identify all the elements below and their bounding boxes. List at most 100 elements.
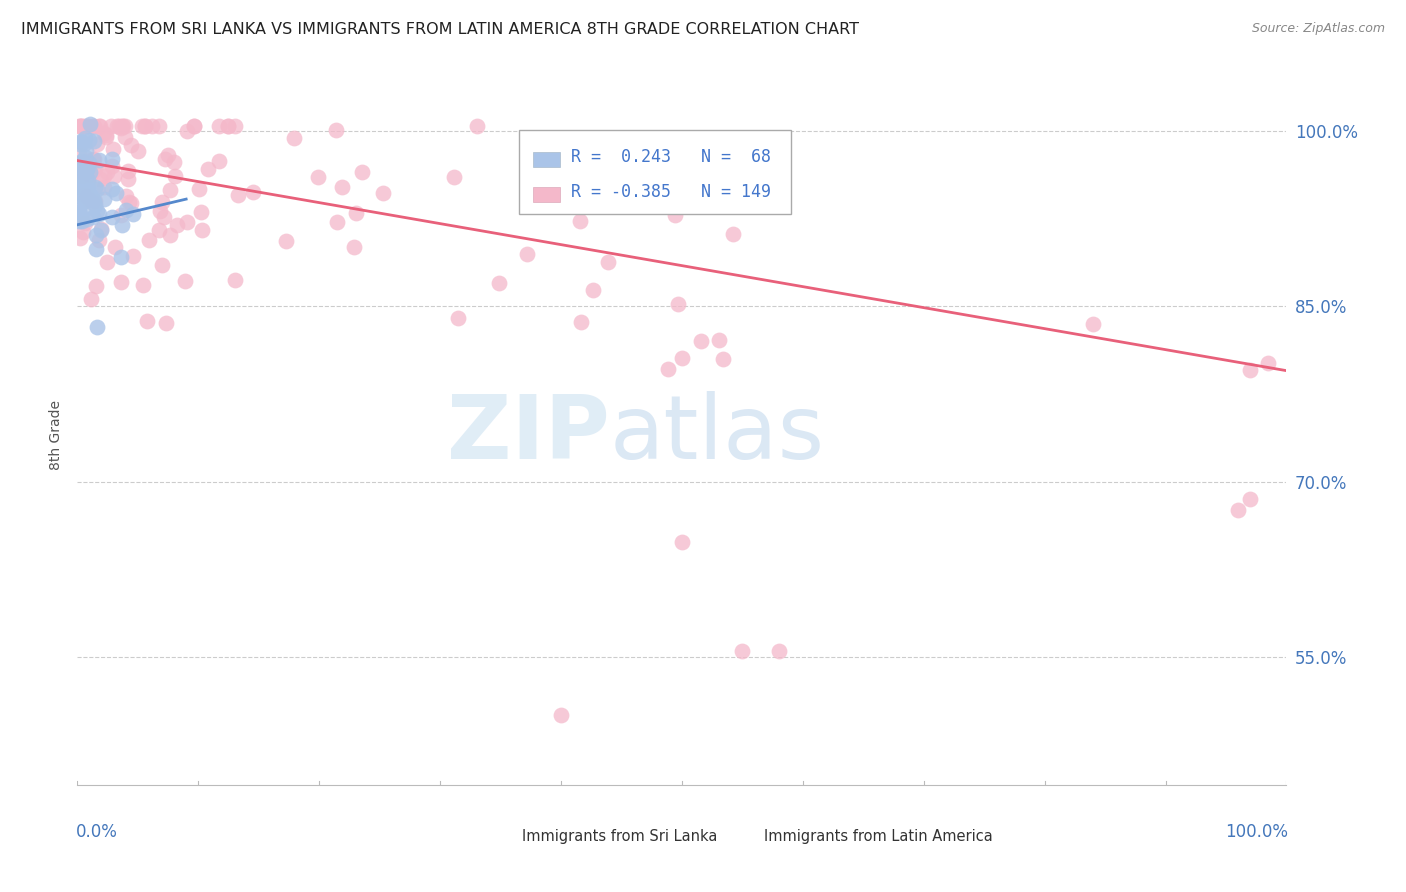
- Point: [183, 119, 205, 133]
- Point: [93, 192, 115, 206]
- Point: [101, 181, 124, 195]
- Point: [89, 172, 111, 186]
- Point: [111, 119, 134, 133]
- Point: [72, 165, 94, 179]
- Point: [108, 119, 131, 133]
- Point: [93, 169, 115, 184]
- Point: [76, 119, 98, 133]
- Point: [94, 128, 117, 143]
- Point: [488, 276, 510, 290]
- Point: [152, 258, 174, 272]
- Point: [77, 133, 100, 147]
- Point: [93, 126, 115, 140]
- Point: [69, 135, 91, 149]
- Point: [69, 231, 91, 245]
- Point: [70, 160, 93, 174]
- Text: ZIP: ZIP: [447, 392, 609, 478]
- Point: [72, 225, 94, 239]
- Point: [84, 194, 107, 209]
- Point: [131, 119, 153, 133]
- Point: [67, 119, 90, 133]
- Point: [159, 227, 181, 242]
- Point: [115, 202, 138, 217]
- Point: [70, 119, 93, 133]
- Point: [657, 361, 679, 376]
- Point: [73, 216, 96, 230]
- Point: [82, 210, 104, 224]
- Point: [217, 119, 239, 133]
- FancyBboxPatch shape: [533, 187, 560, 202]
- Point: [82, 164, 104, 178]
- Point: [96, 164, 118, 178]
- FancyBboxPatch shape: [737, 832, 755, 843]
- Point: [105, 186, 128, 200]
- Point: [67, 147, 90, 161]
- Point: [596, 254, 619, 268]
- Point: [150, 195, 173, 210]
- Point: [89, 119, 111, 133]
- Point: [84, 161, 107, 176]
- Point: [101, 152, 124, 166]
- Point: [67, 205, 90, 219]
- Point: [90, 223, 112, 237]
- Point: [72, 176, 94, 190]
- Point: [120, 196, 142, 211]
- Point: [707, 334, 730, 348]
- Point: [110, 250, 132, 264]
- Point: [83, 134, 105, 148]
- Point: [100, 119, 122, 133]
- Text: Source: ZipAtlas.com: Source: ZipAtlas.com: [1251, 22, 1385, 36]
- Point: [101, 159, 124, 173]
- Point: [447, 310, 470, 325]
- Point: [86, 203, 108, 218]
- Point: [731, 644, 754, 658]
- Point: [67, 161, 90, 175]
- Point: [79, 168, 101, 182]
- Point: [114, 119, 136, 133]
- Point: [72, 181, 94, 195]
- Point: [110, 120, 132, 135]
- Point: [671, 351, 693, 365]
- Text: R = -0.385   N = 149: R = -0.385 N = 149: [571, 183, 770, 201]
- Point: [122, 249, 145, 263]
- Point: [67, 157, 90, 171]
- Point: [149, 204, 172, 219]
- Point: [664, 208, 686, 222]
- Point: [83, 198, 105, 212]
- Point: [75, 194, 97, 209]
- Point: [77, 156, 100, 170]
- Point: [134, 119, 156, 133]
- Point: [343, 239, 366, 253]
- Point: [75, 130, 97, 145]
- Point: [176, 124, 198, 138]
- Point: [84, 227, 107, 242]
- Point: [80, 193, 103, 207]
- Point: [307, 170, 329, 185]
- Point: [82, 153, 104, 167]
- Point: [689, 334, 711, 348]
- Point: [80, 292, 103, 306]
- Point: [711, 352, 734, 367]
- Point: [325, 123, 347, 137]
- Point: [121, 206, 143, 220]
- Point: [117, 163, 139, 178]
- Point: [75, 192, 97, 206]
- Point: [174, 274, 197, 288]
- Point: [87, 119, 110, 133]
- Point: [163, 169, 186, 183]
- Point: [138, 233, 160, 247]
- Point: [86, 137, 108, 152]
- Point: [1227, 503, 1250, 517]
- Point: [224, 273, 246, 287]
- Point: [84, 242, 107, 256]
- Point: [73, 166, 96, 180]
- Point: [104, 240, 127, 254]
- Point: [153, 210, 176, 224]
- Point: [183, 119, 205, 133]
- Text: Immigrants from Latin America: Immigrants from Latin America: [763, 829, 993, 844]
- Point: [87, 233, 110, 247]
- Point: [111, 218, 134, 232]
- Point: [82, 119, 104, 133]
- Point: [75, 187, 97, 202]
- Point: [190, 205, 212, 219]
